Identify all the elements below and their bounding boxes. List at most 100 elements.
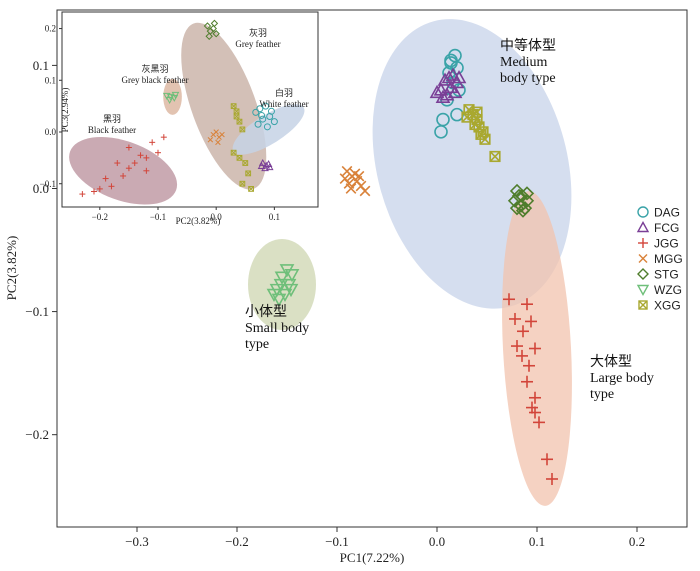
inset-x-axis-label: PC2(3.82%): [176, 216, 221, 226]
main-group-label: Medium: [500, 55, 548, 70]
main-y-axis-label: PC2(3.82%): [4, 236, 19, 301]
main-point-xgg: [471, 106, 483, 118]
inset-group-ellipse-3: [69, 137, 178, 205]
main-point-xgg: [469, 118, 481, 131]
inset-point-jgg: [143, 167, 150, 174]
main-point-jgg: [517, 325, 529, 338]
inset-y-axis-label: PC3(2.94%): [60, 88, 70, 133]
legend-marker-jgg: [638, 238, 648, 248]
main-point-mgg: [339, 173, 351, 185]
inset-point-fcg: [265, 163, 274, 171]
main-point-jgg: [529, 391, 541, 404]
inset-point-xgg: [239, 126, 246, 133]
inset-group-label: White feather: [259, 99, 308, 109]
main-point-dag: [444, 56, 458, 70]
main-point-fcg: [451, 70, 467, 84]
inset-point-xgg: [242, 160, 249, 166]
main-point-jgg: [541, 453, 553, 466]
inset-x-tick-label: 0.1: [269, 212, 280, 222]
inset-point-jgg: [155, 149, 161, 156]
main-y-tick-label: −0.1: [25, 304, 49, 319]
inset-point-jgg: [131, 160, 138, 167]
inset-point-wzg: [171, 91, 180, 99]
inset-point-xgg: [248, 185, 254, 192]
inset-point-xgg: [239, 180, 246, 187]
main-point-stg: [519, 186, 535, 201]
main-point-stg: [509, 201, 525, 216]
inset-point-stg: [205, 32, 213, 41]
inset-point-mgg: [207, 137, 214, 143]
inset-point-fcg: [257, 162, 266, 170]
main-x-tick-label: 0.2: [629, 534, 645, 549]
main-point-fcg: [429, 84, 445, 99]
inset-point-fcg: [261, 164, 269, 172]
inset-point-dag: [262, 102, 270, 110]
legend-label-mgg: MGG: [654, 252, 683, 266]
inset-point-xgg: [230, 103, 237, 110]
inset-point-mgg: [219, 131, 225, 138]
inset-group-label: Grey black feather: [122, 75, 189, 85]
inset-point-dag: [256, 105, 264, 113]
inset-point-jgg: [102, 175, 109, 182]
main-point-fcg: [441, 70, 457, 84]
main-point-xgg: [489, 150, 501, 163]
main-group-label: 大体型: [590, 354, 632, 370]
main-x-tick-label: 0.1: [529, 534, 545, 549]
main-point-dag: [434, 125, 448, 139]
inset-point-jgg: [91, 188, 97, 195]
legend-label-stg: STG: [654, 268, 679, 282]
main-plot-frame: [56, 9, 688, 528]
main-point-jgg: [533, 416, 545, 429]
legend-label-xgg: XGG: [654, 299, 681, 313]
main-group-label: type: [245, 337, 269, 352]
inset-point-mgg: [213, 129, 219, 135]
main-group-label: type: [590, 387, 614, 402]
inset-point-jgg: [108, 183, 115, 190]
main-x-axis-label: PC1(7.22%): [340, 550, 405, 565]
legend-label-wzg: WZG: [654, 283, 682, 297]
inset-point-jgg: [96, 185, 103, 192]
main-y-tick-label: −0.2: [25, 427, 49, 442]
inset-y-tick-label: 0.2: [45, 24, 56, 34]
inset-point-dag: [258, 111, 266, 119]
main-point-wzg: [266, 288, 282, 302]
main-point-jgg: [521, 375, 533, 388]
main-point-jgg: [546, 472, 558, 485]
main-x-tick-label: −0.1: [325, 534, 349, 549]
main-point-jgg: [529, 406, 541, 419]
main-point-stg: [511, 188, 527, 204]
inset-group-label: Grey feather: [235, 39, 280, 49]
main-point-mgg: [345, 183, 357, 194]
main-point-fcg: [435, 89, 451, 103]
main-group-label: Large body: [590, 371, 654, 386]
main-point-wzg: [271, 293, 287, 307]
inset-point-dag: [259, 115, 267, 123]
inset-point-dag: [270, 118, 278, 126]
inset-point-dag: [266, 112, 274, 120]
main-point-mgg: [359, 185, 371, 197]
inset-point-xgg: [245, 170, 252, 177]
main-point-jgg: [525, 315, 537, 328]
main-point-wzg: [283, 283, 299, 298]
legend-marker-xgg: [638, 300, 648, 310]
main-group-label: 小体型: [245, 304, 287, 320]
legend-label-fcg: FCG: [654, 221, 679, 235]
inset-point-jgg: [120, 172, 127, 179]
main-point-jgg: [526, 401, 538, 414]
inset-group-label: 白羽: [275, 87, 293, 98]
main-group-label: body type: [500, 71, 556, 86]
inset-point-jgg: [149, 139, 156, 146]
main-point-wzg: [274, 271, 290, 285]
legend-label-dag: DAG: [654, 206, 680, 220]
inset-point-mgg: [215, 139, 221, 146]
main-point-jgg: [523, 359, 535, 372]
inset-x-tick-label: 0.0: [211, 212, 223, 222]
inset-y-tick-label: 0.1: [45, 75, 56, 85]
inset-group-label: 灰黑羽: [141, 63, 168, 74]
legend-marker-fcg: [636, 221, 650, 233]
main-x-tick-label: −0.3: [125, 534, 149, 549]
main-x-tick-label: 0.0: [429, 534, 445, 549]
inset-group-label: Black feather: [88, 125, 136, 135]
inset-point-jgg: [125, 144, 132, 151]
main-y-tick-label: 0.1: [33, 58, 49, 73]
